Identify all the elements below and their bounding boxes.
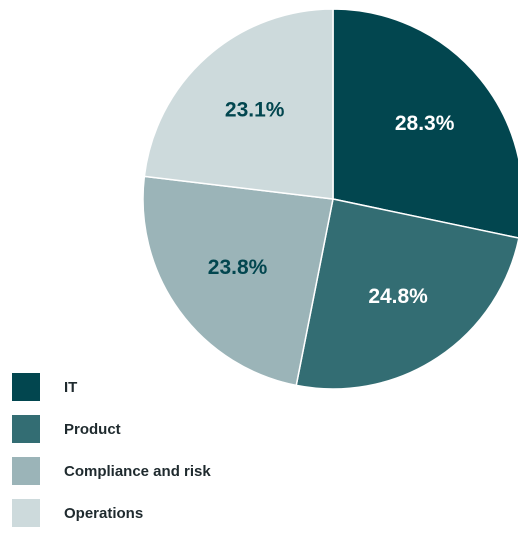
legend-label-product: Product bbox=[64, 420, 121, 438]
data-label-product: 24.8% bbox=[368, 285, 428, 308]
pie-slice-product bbox=[295, 198, 518, 390]
legend-swatch-operations bbox=[12, 499, 40, 527]
legend: IT Product Compliance and risk Operation… bbox=[12, 373, 211, 541]
legend-swatch-it bbox=[12, 373, 40, 401]
data-label-it: 28.3% bbox=[395, 112, 455, 135]
legend-item-it: IT bbox=[12, 373, 211, 401]
pie-slice-it bbox=[332, 8, 518, 239]
legend-item-operations: Operations bbox=[12, 499, 211, 527]
pie-labels: 28.3% 24.8% 23.8% 23.1% bbox=[208, 98, 455, 308]
legend-label-compliance-and-risk: Compliance and risk bbox=[64, 462, 211, 480]
legend-swatch-compliance-and-risk bbox=[12, 457, 40, 485]
data-label-operations: 23.1% bbox=[225, 98, 285, 121]
legend-label-operations: Operations bbox=[64, 504, 144, 522]
legend-item-product: Product bbox=[12, 415, 211, 443]
pie-slices bbox=[142, 8, 518, 390]
data-label-compliance-and-risk: 23.8% bbox=[208, 256, 268, 279]
legend-label-it: IT bbox=[64, 378, 78, 396]
pie-slice-operations bbox=[143, 8, 334, 200]
pie-slice-compliance-and-risk bbox=[142, 175, 334, 387]
legend-swatch-product bbox=[12, 415, 40, 443]
pie-chart: 28.3% 24.8% 23.8% 23.1% bbox=[142, 8, 518, 390]
legend-item-compliance-and-risk: Compliance and risk bbox=[12, 457, 211, 485]
